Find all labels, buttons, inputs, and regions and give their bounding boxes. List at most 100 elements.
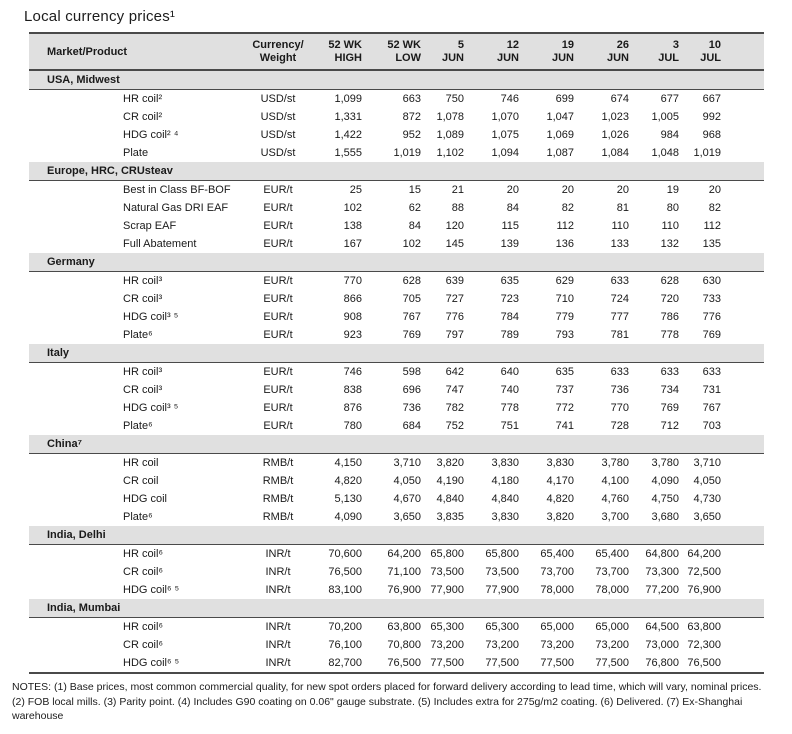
value-cell: 4,820 <box>334 475 362 487</box>
value-cell: 746 <box>500 93 519 105</box>
section-row: Italy <box>29 344 764 363</box>
spacer-cell <box>721 235 764 253</box>
product-cell: Scrap EAF <box>123 220 177 232</box>
value-cell: 76,500 <box>687 657 721 669</box>
value-cell: 135 <box>702 238 721 250</box>
value-cell: 4,750 <box>651 493 679 505</box>
table-row: HR coil³ EUR/t 746 598 642 640 635 633 633 633 <box>29 363 764 382</box>
value-cell: 712 <box>660 420 679 432</box>
table-row: HR coil² USD/st 1,099 663 750 746 699 674 677 667 <box>29 90 764 109</box>
value-cell: 746 <box>343 366 362 378</box>
value-cell: 838 <box>343 384 362 396</box>
value-cell: 65,400 <box>595 548 629 560</box>
value-cell: 724 <box>610 293 629 305</box>
value-cell: 781 <box>610 329 629 341</box>
product-cell: CR coil <box>123 475 159 487</box>
value-cell: 633 <box>610 275 629 287</box>
value-cell: 696 <box>402 384 421 396</box>
value-cell: 70,800 <box>387 639 421 651</box>
column-header-line1: 52 WK <box>328 39 362 51</box>
currency-cell: INR/t <box>265 621 291 633</box>
value-cell: 1,078 <box>436 111 464 123</box>
value-cell: 786 <box>660 311 679 323</box>
spacer-cell <box>721 90 764 109</box>
value-cell: 667 <box>702 93 721 105</box>
spacer-cell <box>721 472 764 490</box>
table-row: HR coil⁶ INR/t 70,600 64,200 65,800 65,800 65,… <box>29 545 764 564</box>
value-cell: 639 <box>445 275 464 287</box>
value-cell: 77,200 <box>645 584 679 596</box>
value-cell: 76,100 <box>328 639 362 651</box>
currency-cell: EUR/t <box>263 184 293 196</box>
value-cell: 740 <box>500 384 519 396</box>
spacer-cell <box>721 490 764 508</box>
table-row: HDG coil⁶ ⁵ INR/t 83,100 76,900 77,900 77,900… <box>29 581 764 599</box>
value-cell: 4,090 <box>651 475 679 487</box>
table-row: CR coil² USD/st 1,331 872 1,078 1,070 1,047 1,0… <box>29 108 764 126</box>
spacer-cell <box>721 636 764 654</box>
value-cell: 73,700 <box>540 566 574 578</box>
table-row: CR coil⁶ INR/t 76,100 70,800 73,200 73,200 73,… <box>29 636 764 654</box>
value-cell: 769 <box>660 402 679 414</box>
value-cell: 640 <box>500 366 519 378</box>
value-cell: 3,780 <box>601 457 629 469</box>
currency-cell: EUR/t <box>263 384 293 396</box>
value-cell: 77,500 <box>485 657 519 669</box>
value-cell: 72,500 <box>687 566 721 578</box>
value-cell: 1,075 <box>491 129 519 141</box>
column-header-currency-weight: Currency/ Weight <box>239 33 317 71</box>
value-cell: 77,500 <box>595 657 629 669</box>
column-header-52wk-high: 52 WK HIGH <box>317 33 362 71</box>
product-cell: HDG coil² ⁴ <box>123 129 179 141</box>
table-row: Plate⁶ EUR/t 780 684 752 751 741 728 712 703 <box>29 417 764 435</box>
value-cell: 733 <box>702 293 721 305</box>
currency-cell: EUR/t <box>263 238 293 250</box>
currency-cell: USD/st <box>260 93 296 105</box>
currency-cell: USD/st <box>260 147 296 159</box>
value-cell: 4,100 <box>601 475 629 487</box>
value-cell: 3,710 <box>393 457 421 469</box>
column-header-line2: JUN <box>496 52 519 64</box>
value-cell: 1,023 <box>601 111 629 123</box>
value-cell: 76,900 <box>387 584 421 596</box>
value-cell: 727 <box>445 293 464 305</box>
value-cell: 4,150 <box>334 457 362 469</box>
value-cell: 731 <box>702 384 721 396</box>
value-cell: 778 <box>500 402 519 414</box>
value-cell: 20 <box>506 184 519 196</box>
column-header-line1: Currency/ <box>252 39 304 51</box>
section-row: India, Mumbai <box>29 599 764 618</box>
column-header-line2: JUL <box>658 52 679 64</box>
value-cell: 70,600 <box>328 548 362 560</box>
spacer-cell <box>721 290 764 308</box>
price-table: Market/Product Currency/ Weight 52 WK HI… <box>29 32 764 674</box>
value-cell: 76,900 <box>687 584 721 596</box>
table-row: Plate⁶ RMB/t 4,090 3,650 3,835 3,830 3,820 3,70… <box>29 508 764 526</box>
currency-cell: EUR/t <box>263 329 293 341</box>
value-cell: 1,019 <box>393 147 421 159</box>
notes: NOTES: (1) Base prices, most common comm… <box>12 681 762 723</box>
value-cell: 703 <box>702 420 721 432</box>
value-cell: 952 <box>402 129 421 141</box>
section-row: Europe, HRC, CRUsteav <box>29 162 764 181</box>
table-row: CR coil RMB/t 4,820 4,050 4,190 4,180 4,170 4,1… <box>29 472 764 490</box>
currency-cell: INR/t <box>265 639 291 651</box>
value-cell: 736 <box>402 402 421 414</box>
product-cell: HR coil² <box>123 93 163 105</box>
spacer-cell <box>721 381 764 399</box>
table-row: Plate USD/st 1,555 1,019 1,102 1,094 1,087 1,08… <box>29 144 764 162</box>
value-cell: 628 <box>660 275 679 287</box>
value-cell: 73,200 <box>430 639 464 651</box>
product-cell: HR coil⁶ <box>123 621 163 633</box>
column-header-line1: 26 <box>616 39 629 51</box>
spacer-cell <box>721 326 764 344</box>
product-cell: HDG coil <box>123 493 168 505</box>
column-header-line2: JUN <box>551 52 574 64</box>
value-cell: 767 <box>702 402 721 414</box>
product-cell: Best in Class BF-BOF <box>123 184 231 196</box>
currency-cell: EUR/t <box>263 220 293 232</box>
spacer-cell <box>721 654 764 673</box>
currency-cell: INR/t <box>265 584 291 596</box>
value-cell: 4,840 <box>491 493 519 505</box>
table-row: CR coil³ EUR/t 838 696 747 740 737 736 734 731 <box>29 381 764 399</box>
